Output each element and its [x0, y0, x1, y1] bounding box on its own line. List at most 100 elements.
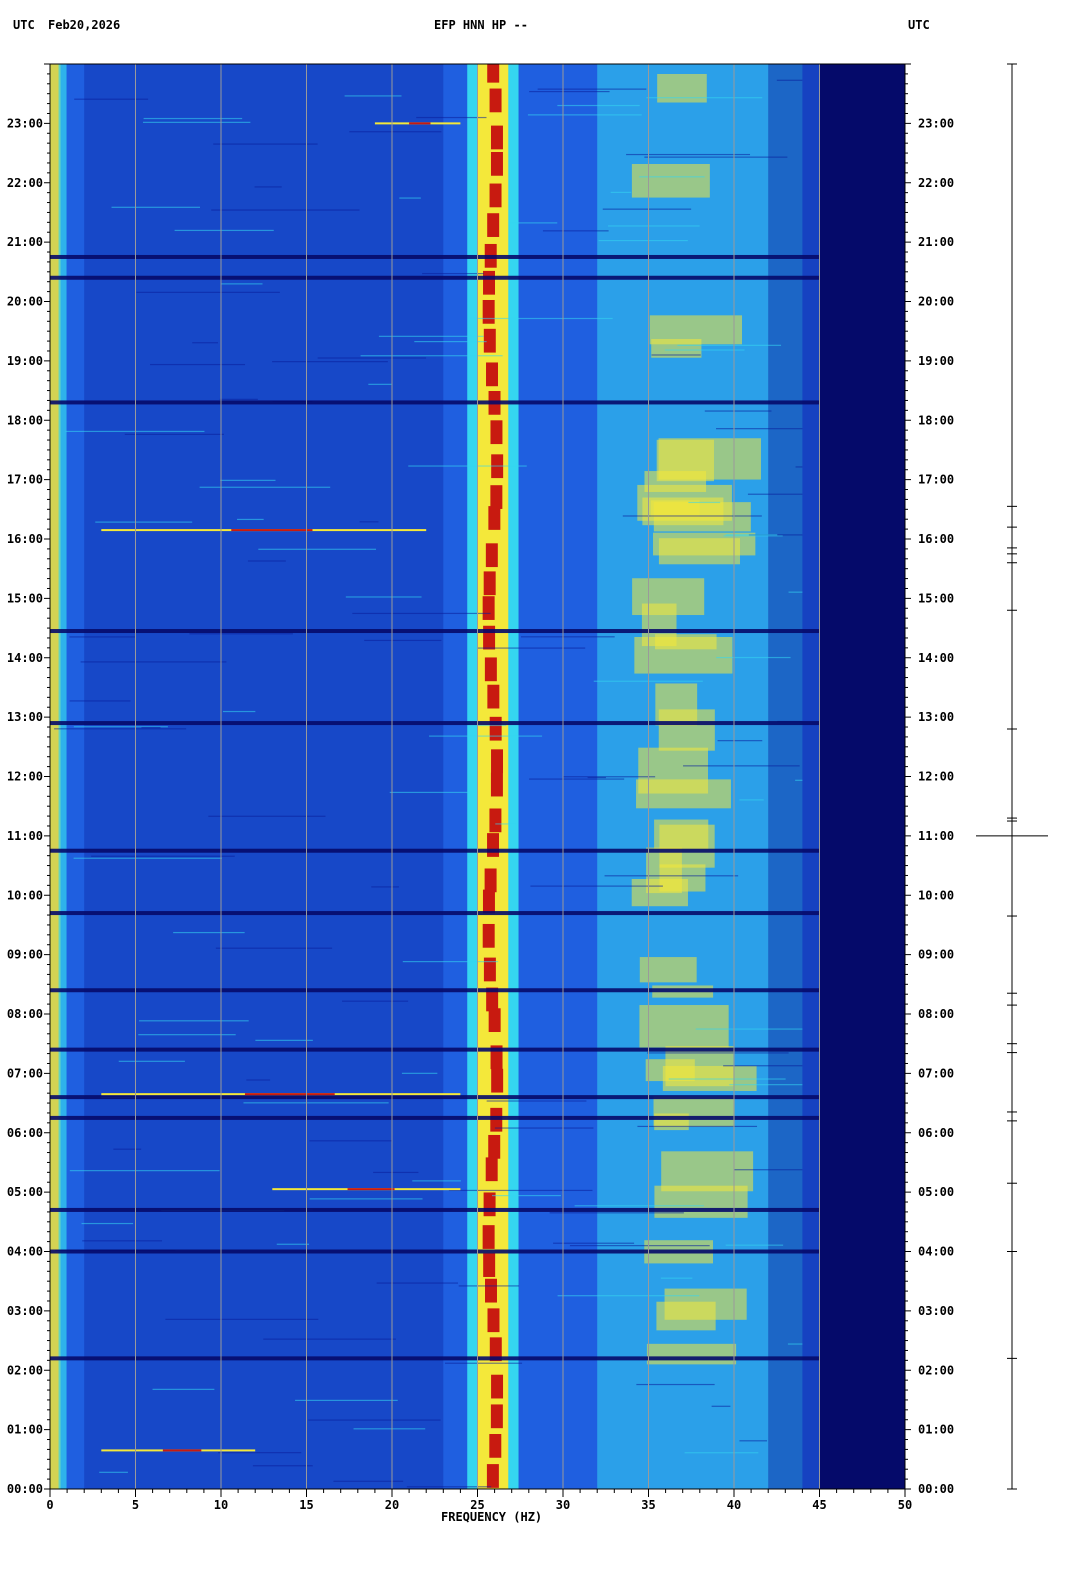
noise-streak [118, 1060, 185, 1062]
noise-streak [364, 639, 442, 642]
noise-streak [711, 1405, 731, 1407]
strong-band-core [491, 1374, 504, 1399]
y-tick-label: 12:00 [918, 770, 954, 784]
y-tick-label: 03:00 [918, 1304, 954, 1318]
noise-streak [739, 799, 764, 801]
noise-streak [563, 776, 656, 778]
dark-band [50, 1356, 820, 1361]
noise-streak [723, 1065, 803, 1067]
noise-streak [254, 186, 282, 188]
energetic-patch [653, 1096, 735, 1127]
y-tick-label: 20:00 [7, 295, 43, 309]
noise-streak [80, 661, 227, 663]
strong-band-core [490, 420, 503, 445]
noise-streak [359, 521, 379, 523]
y-axis-left: 00:00 01:00 02:00 03:00 04:00 05:00 06:00 07:00… [7, 63, 50, 1496]
y-tick-label: 21:00 [918, 235, 954, 249]
noise-streak [557, 104, 640, 107]
y-axis-right: 00:00 01:00 02:00 03:00 04:00 05:00 06:00 07:00… [905, 63, 954, 1496]
noise-streak [211, 209, 360, 211]
dark-band [50, 988, 820, 993]
y-tick-label: 22:00 [7, 176, 43, 190]
noise-streak [73, 726, 168, 728]
noise-streak [470, 317, 613, 320]
y-tick-label: 11:00 [918, 829, 954, 843]
noise-streak [495, 823, 516, 825]
strong-band-core [489, 808, 502, 833]
noise-streak [174, 229, 274, 232]
noise-streak [587, 776, 606, 779]
bright-event-core [162, 1449, 202, 1452]
y-tick-label: 06:00 [918, 1126, 954, 1140]
y-tick-label: 02:00 [7, 1363, 43, 1377]
noise-streak [376, 1282, 458, 1284]
y-tick-label: 11:00 [7, 829, 43, 843]
noise-streak [695, 1028, 803, 1030]
y-tick-label: 18:00 [7, 413, 43, 427]
noise-streak [639, 176, 705, 178]
y-tick-label: 10:00 [918, 888, 954, 902]
energetic-patch [658, 438, 761, 480]
noise-streak [475, 724, 507, 727]
noise-streak [660, 1277, 693, 1279]
noise-streak [199, 486, 331, 488]
strong-band-core [490, 1404, 503, 1429]
header-left-timezone: UTC [13, 18, 35, 32]
dark-band [50, 275, 820, 280]
noise-streak [150, 363, 246, 366]
noise-streak [716, 428, 803, 430]
x-tick-label: 35 [641, 1498, 655, 1512]
dark-band [50, 400, 820, 405]
noise-streak [626, 153, 751, 156]
noise-streak [602, 208, 692, 210]
noise-streak [272, 361, 388, 363]
noise-streak [247, 560, 286, 562]
energetic-patch [654, 819, 709, 850]
noise-streak [99, 1471, 128, 1473]
noise-streak [520, 636, 615, 638]
strong-band-core [482, 889, 495, 914]
strong-band-core [483, 328, 496, 353]
noise-streak [317, 357, 427, 359]
noise-streak [65, 430, 205, 433]
noise-streak [683, 765, 800, 767]
noise-streak [295, 1399, 398, 1402]
bright-event-core [231, 529, 313, 532]
noise-streak [258, 548, 377, 550]
noise-streak [646, 97, 763, 99]
energetic-patch [631, 879, 688, 907]
noise-streak [389, 791, 472, 794]
y-tick-label: 15:00 [7, 591, 43, 605]
noise-streak [69, 1170, 220, 1172]
energetic-patch [661, 1151, 754, 1192]
noise-streak [684, 1452, 759, 1454]
x-tick-label: 25 [470, 1498, 484, 1512]
noise-streak [276, 1243, 310, 1245]
y-tick-label: 13:00 [7, 710, 43, 724]
y-tick-label: 09:00 [918, 948, 954, 962]
noise-streak [542, 230, 609, 232]
y-tick-label: 00:00 [918, 1482, 954, 1496]
noise-streak [189, 633, 293, 635]
strong-band-core [489, 1337, 502, 1362]
noise-streak [537, 88, 647, 90]
energetic-patch [639, 957, 697, 983]
y-tick-label: 10:00 [7, 888, 43, 902]
y-tick-label: 17:00 [918, 473, 954, 487]
strong-band-core [488, 1008, 501, 1033]
strong-band-core [482, 596, 495, 620]
strong-band-core [483, 957, 496, 982]
noise-streak [401, 1072, 438, 1074]
noise-streak [747, 493, 803, 495]
strong-band-core [482, 299, 495, 324]
noise-streak [252, 1465, 313, 1467]
strong-band-core [489, 1434, 502, 1458]
noise-streak [491, 1194, 561, 1197]
noise-streak [416, 116, 487, 119]
header-right-timezone: UTC [908, 18, 930, 32]
noise-streak [549, 1212, 684, 1214]
noise-streak [246, 1079, 271, 1081]
noise-streak [448, 1189, 593, 1192]
dark-band [50, 911, 820, 916]
noise-streak [622, 515, 762, 517]
